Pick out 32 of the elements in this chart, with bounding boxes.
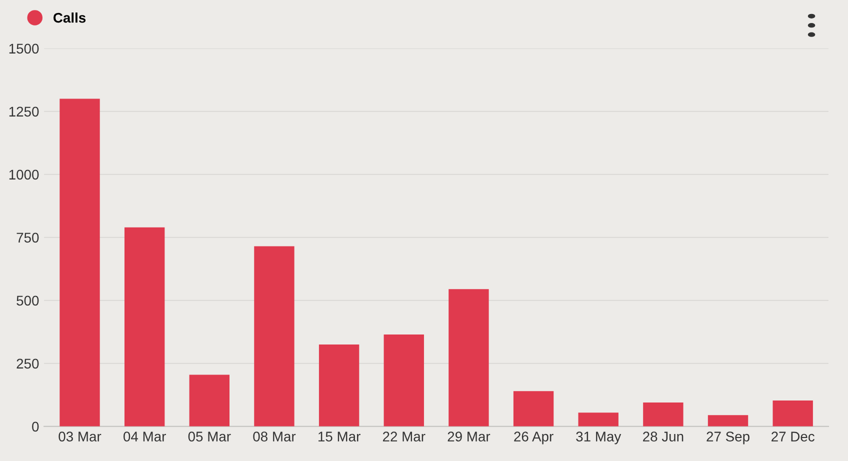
x-tick-label: 31 May	[576, 432, 622, 444]
x-tick-label: 29 Mar	[448, 432, 490, 442]
y-tick-label: 1000	[9, 170, 39, 180]
x-tick-label: 26 Apr	[514, 432, 554, 444]
x-tick-label: 08 Mar	[253, 432, 296, 442]
x-tick-label: 15 Mar	[318, 432, 360, 442]
y-tick-label: 500	[16, 296, 39, 306]
x-tick-label: 22 Mar	[382, 432, 426, 442]
x-tick-label: 04 Mar	[124, 432, 166, 442]
y-tick-label: 1250	[9, 106, 39, 117]
bar	[772, 400, 813, 426]
y-tick-label: 750	[16, 232, 39, 243]
bar	[448, 289, 489, 426]
bar	[513, 391, 554, 426]
bar	[643, 402, 684, 426]
x-tick-label: 27 Dec	[772, 432, 814, 442]
bar	[578, 412, 618, 426]
x-tick-label: 27 Sep	[706, 432, 750, 444]
y-tick-label: 0	[32, 422, 39, 432]
x-tick-label: 05 Mar	[188, 432, 231, 442]
bar	[254, 246, 294, 426]
bar	[189, 374, 230, 426]
x-tick-label: 03 Mar	[58, 432, 102, 442]
bar	[708, 415, 748, 426]
bar	[60, 98, 100, 426]
bar	[384, 334, 424, 426]
bar	[124, 227, 165, 426]
legend-label: Calls	[53, 12, 86, 23]
y-tick-label: 1500	[9, 44, 39, 54]
y-tick-label: 250	[16, 358, 39, 369]
x-tick-label: 28 Jun	[643, 432, 684, 442]
bar	[318, 344, 360, 426]
